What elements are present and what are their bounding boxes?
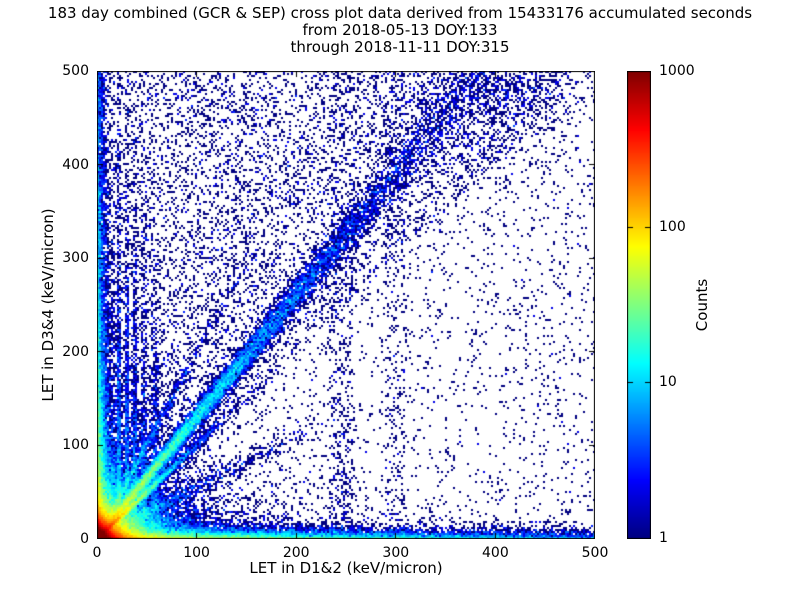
y-axis-label: LET in D3&4 (keV/micron) — [39, 208, 57, 402]
y-tick-label: 200 — [62, 343, 89, 360]
y-tick-label: 0 — [80, 531, 89, 547]
x-tick-label: 300 — [382, 545, 410, 561]
x-tick-label: 500 — [581, 545, 609, 561]
x-tick-label: 200 — [282, 545, 310, 561]
y-tick-label: 300 — [62, 250, 89, 267]
colorbar-label: Counts — [693, 278, 711, 332]
figure-title: 183 day combined (GCR & SEP) cross plot … — [47, 4, 753, 22]
figure-subtitle-from: from 2018-05-13 DOY:133 — [302, 21, 498, 39]
colorbar-tick-label: 10 — [659, 374, 677, 391]
y-tick-label: 400 — [62, 156, 89, 173]
y-tick-label: 100 — [62, 437, 89, 454]
colorbar-tick-label: 100 — [659, 218, 686, 235]
x-tick-label: 0 — [92, 545, 102, 561]
y-tick-label: 500 — [62, 63, 89, 79]
colorbar-tick-label: 1 — [659, 530, 668, 546]
colorbar-tick-label: 1000 — [659, 63, 695, 79]
colorbar-canvas — [627, 71, 651, 539]
x-axis-label: LET in D1&2 (keV/micron) — [249, 559, 443, 577]
figure-subtitle-through: through 2018-11-11 DOY:315 — [290, 38, 510, 56]
crossplot-canvas — [97, 71, 595, 539]
x-tick-label: 400 — [482, 545, 509, 561]
x-tick-label: 100 — [183, 545, 210, 561]
